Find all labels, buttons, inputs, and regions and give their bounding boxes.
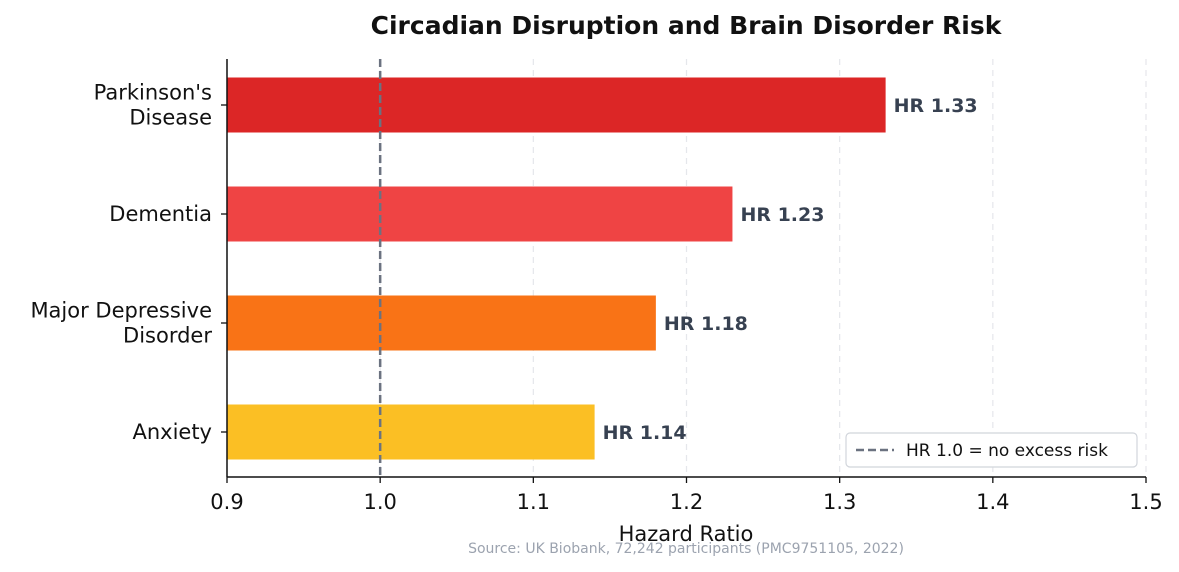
category-label: Dementia [109,202,212,226]
x-tick-label: 1.5 [1129,490,1162,514]
legend-box [845,432,1138,468]
bar [227,77,886,133]
bar [227,295,656,351]
bar [227,186,733,242]
category-label: Anxiety [132,420,212,444]
category-label: Parkinson's Disease [94,81,212,130]
y-labels: Parkinson's Disease Dementia Major Depressi… [30,81,227,444]
category-label-line: Disorder [123,324,212,348]
x-tick-label: 1.2 [670,490,703,514]
x-tick-label: 1.0 [363,490,396,514]
legend-label: HR 1.0 = no excess risk [906,441,1108,461]
value-label: HR 1.23 [740,204,824,226]
x-ticks: 0.9 1.0 1.1 1.2 1.3 1.4 1.5 [210,477,1163,514]
category-label: Major Depressive Disorder [30,299,212,348]
category-label-line: Parkinson's [94,81,212,105]
source-note: Source: UK Biobank, 72,242 participants … [468,541,904,557]
category-label-line: Disease [129,106,212,130]
x-tick-label: 1.1 [517,490,550,514]
value-label: HR 1.14 [603,422,687,444]
legend: HR 1.0 = no excess risk [845,432,1138,468]
value-label: HR 1.33 [894,95,978,117]
category-label-line: Major Depressive [30,299,212,323]
x-tick-label: 1.3 [823,490,856,514]
bar [227,404,595,460]
x-tick-label: 1.4 [976,490,1009,514]
category-label-line: Dementia [109,202,212,226]
chart-title: Circadian Disruption and Brain Disorder … [371,11,1003,40]
value-labels: HR 1.33 HR 1.23 HR 1.18 HR 1.14 [603,95,978,444]
bars [227,77,886,460]
x-tick-label: 0.9 [210,490,243,514]
category-label-line: Anxiety [132,420,212,444]
value-label: HR 1.18 [664,313,748,335]
x-axis-label: Hazard Ratio [619,522,754,546]
